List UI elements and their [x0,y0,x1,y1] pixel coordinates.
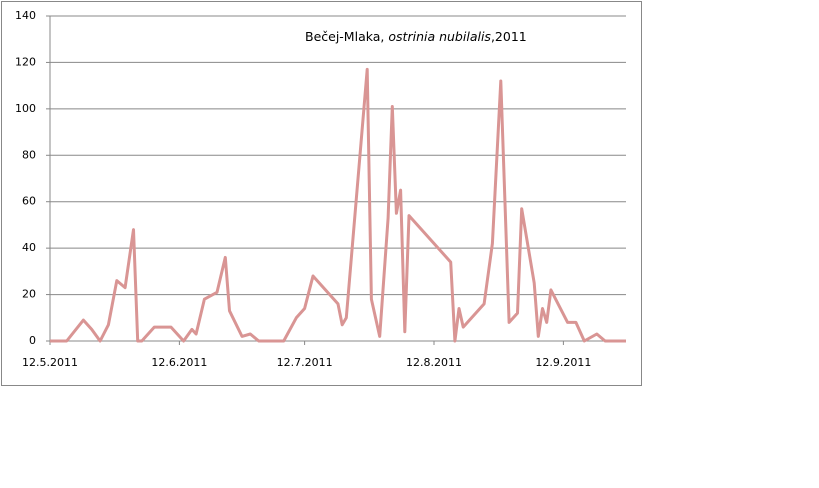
x-tick-label: 12.9.2011 [535,356,591,369]
y-tick-label: 140 [15,9,36,22]
y-tick-label: 60 [22,195,36,208]
y-tick-label: 40 [22,241,36,254]
x-tick-label: 12.5.2011 [22,356,78,369]
y-tick-label: 120 [15,55,36,68]
y-tick-label: 20 [22,288,36,301]
y-tick-label: 80 [22,148,36,161]
title-part: ostrinia nubilalis [388,29,491,44]
title-part: Bečej-Mlaka, [305,29,384,44]
chart-border [1,1,642,386]
chart-title: Bečej-Mlaka, ostrinia nubilalis,2011 [305,29,527,44]
x-tick-label: 12.7.2011 [277,356,333,369]
data-line [50,67,626,343]
title-part: ,2011 [491,29,527,44]
x-tick-label: 12.8.2011 [406,356,462,369]
x-tick-label: 12.6.2011 [151,356,207,369]
y-tick-label: 0 [29,334,36,347]
y-tick-label: 100 [15,102,36,115]
